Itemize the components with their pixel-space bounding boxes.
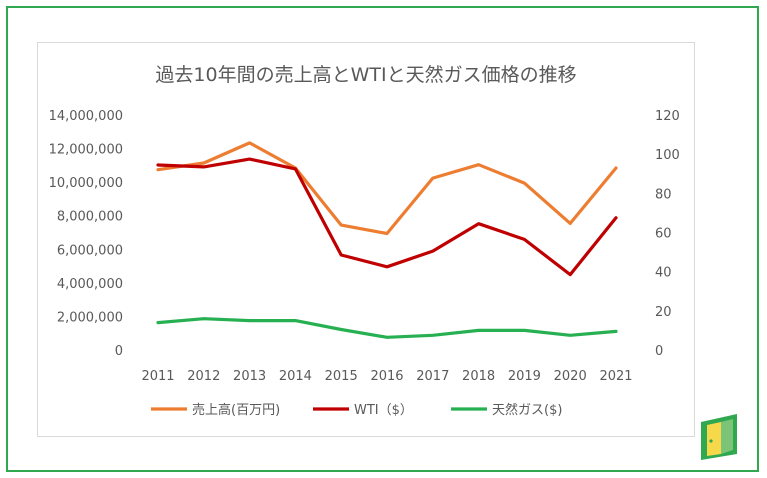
left-tick-label: 6,000,000 <box>57 243 123 258</box>
right-tick-label: 20 <box>655 305 672 320</box>
x-axis-ticks: 2011 2012 2013 2014 2015 2016 2017 2018 2019 2020… <box>141 369 632 384</box>
series-line <box>156 157 618 277</box>
right-tick-label: 100 <box>655 148 680 163</box>
x-tick-label: 2019 <box>508 369 541 384</box>
left-tick-label: 2,000,000 <box>57 310 123 325</box>
x-tick-label: 2021 <box>599 369 632 384</box>
left-tick-label: 8,000,000 <box>57 210 123 225</box>
chart-area: 過去10年間の売上高とWTIと天然ガス価格の推移 0 2,000,000 4,000… <box>37 42 695 437</box>
right-tick-label: 60 <box>655 227 672 242</box>
x-tick-label: 2011 <box>141 369 174 384</box>
right-axis-ticks: 0 20 40 60 80 100 120 <box>655 109 680 359</box>
legend: 売上高(百万円) WTI（$） 天然ガス($) <box>151 402 562 418</box>
left-tick-label: 0 <box>115 344 123 359</box>
x-tick-label: 2016 <box>370 369 403 384</box>
x-tick-label: 2012 <box>187 369 220 384</box>
left-tick-label: 12,000,000 <box>49 143 123 158</box>
legend-label: WTI（$） <box>354 403 413 418</box>
door-icon <box>701 414 737 460</box>
x-tick-label: 2018 <box>462 369 495 384</box>
right-tick-label: 0 <box>655 344 663 359</box>
series-line <box>156 317 618 339</box>
legend-label: 売上高(百万円) <box>192 402 280 418</box>
right-tick-label: 40 <box>655 266 672 281</box>
line-chart: 過去10年間の売上高とWTIと天然ガス価格の推移 0 2,000,000 4,000… <box>49 64 680 418</box>
right-tick-label: 120 <box>655 109 680 124</box>
right-tick-label: 80 <box>655 187 672 202</box>
x-tick-label: 2020 <box>554 369 587 384</box>
x-tick-label: 2015 <box>325 369 358 384</box>
outer-frame <box>6 6 759 472</box>
left-tick-label: 4,000,000 <box>57 277 123 292</box>
left-tick-label: 10,000,000 <box>49 176 123 191</box>
x-tick-label: 2017 <box>416 369 449 384</box>
series-lines <box>156 141 618 339</box>
left-tick-label: 14,000,000 <box>49 109 123 124</box>
left-axis-ticks: 0 2,000,000 4,000,000 6,000,000 8,000,000 10,… <box>49 109 123 359</box>
chart-title: 過去10年間の売上高とWTIと天然ガス価格の推移 <box>155 64 576 86</box>
x-tick-label: 2014 <box>279 369 312 384</box>
legend-label: 天然ガス($) <box>492 402 562 418</box>
x-tick-label: 2013 <box>233 369 266 384</box>
series-line <box>156 141 618 236</box>
